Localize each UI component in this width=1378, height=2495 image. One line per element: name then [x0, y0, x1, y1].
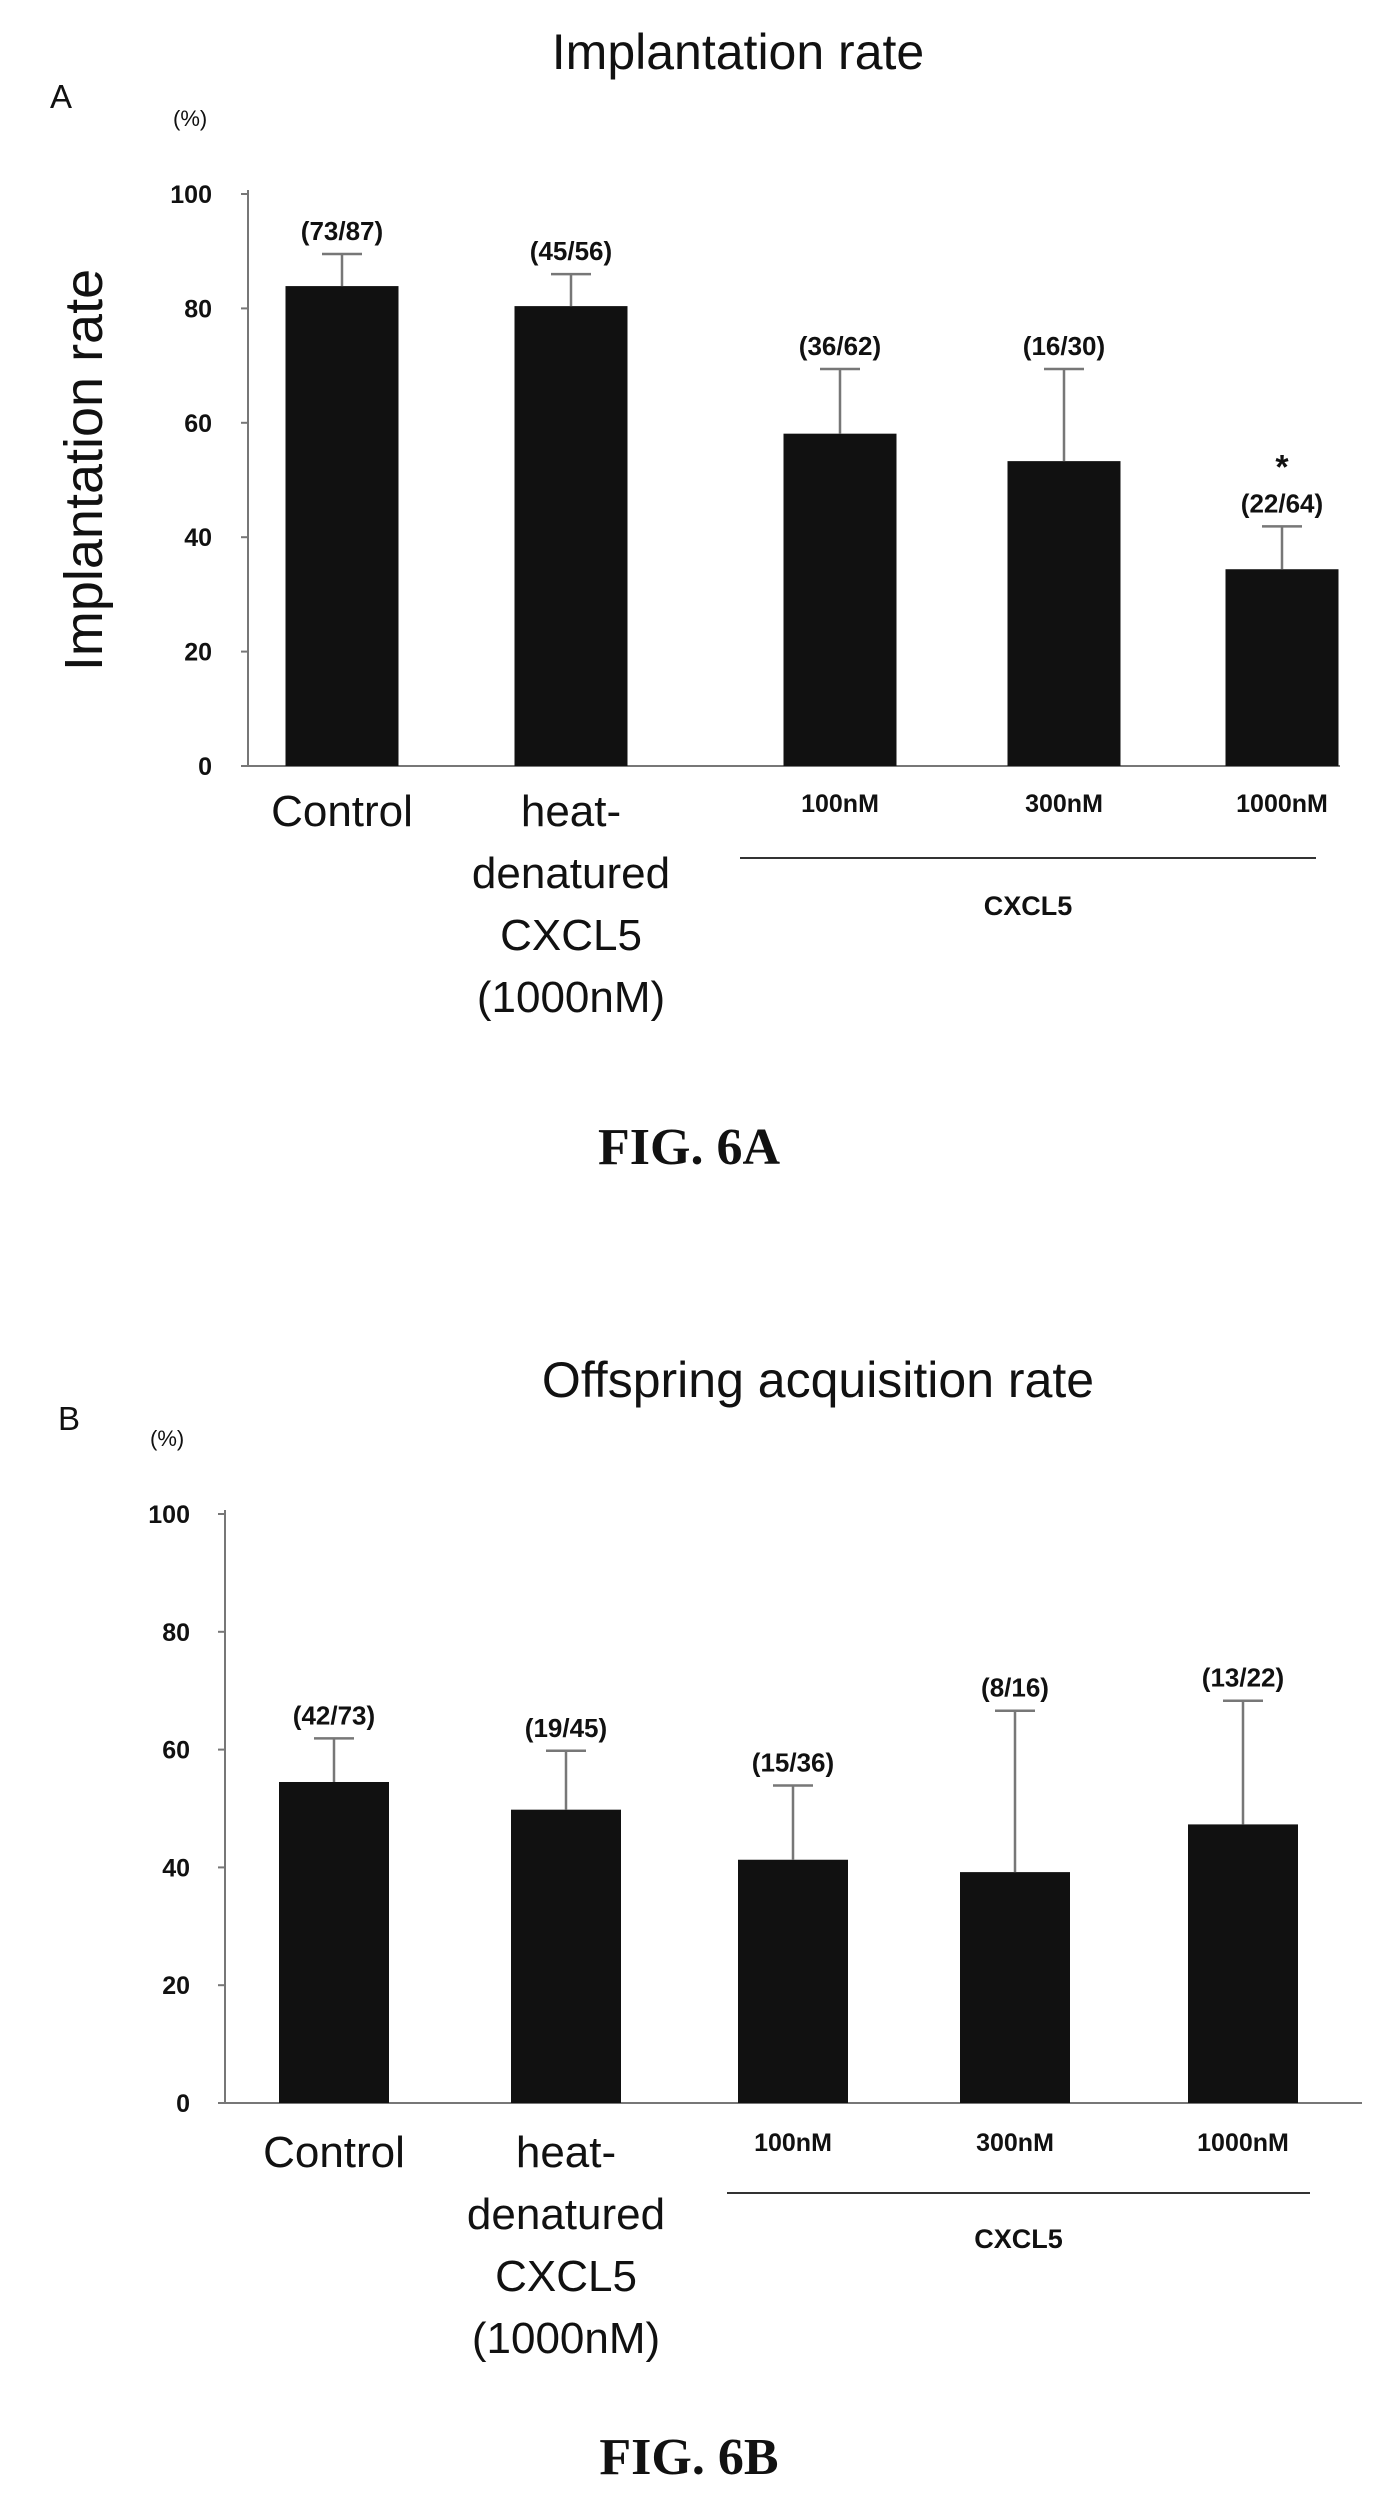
- chart-a-bar: [1225, 569, 1339, 766]
- chart-a-data-label: (45/56): [530, 236, 612, 266]
- chart-a-data-label: (16/30): [1023, 331, 1105, 361]
- chart-b-y-unit: (%): [150, 1426, 184, 1451]
- chart-b-group-label: CXCL5: [974, 2224, 1063, 2254]
- chart-b-category-label: 300nM: [976, 2129, 1054, 2157]
- chart-a-data-label: (36/62): [799, 331, 881, 361]
- chart-a-category-label: denatured: [472, 849, 670, 898]
- chart-a-category-label: (1000nM): [477, 973, 665, 1022]
- chart-a-category-label: CXCL5: [500, 911, 642, 960]
- chart-a-title: Implantation rate: [552, 24, 924, 80]
- chart-a-y-unit: (%): [173, 106, 207, 131]
- panel-a: Implantation rate A (%) Implantation rat…: [50, 24, 1340, 1176]
- chart-b-data-label: (42/73): [293, 1700, 375, 1730]
- chart-b-data-label: (13/22): [1202, 1663, 1284, 1693]
- chart-b-category-label: heat-: [516, 2128, 616, 2177]
- chart-b-y-tick-label: 40: [162, 1854, 190, 1882]
- chart-a-panel-label: A: [50, 78, 72, 115]
- chart-a-y-tick-label: 20: [184, 639, 212, 667]
- chart-a-group-label: CXCL5: [984, 891, 1073, 921]
- chart-a-significance-marker: *: [1275, 448, 1289, 486]
- chart-b-category-label: (1000nM): [472, 2314, 660, 2363]
- chart-a-y-tick-label: 60: [184, 410, 212, 438]
- chart-a-bar: [783, 433, 897, 766]
- chart-a-category-label: Control: [271, 787, 413, 836]
- chart-b-panel-label: B: [58, 1400, 80, 1437]
- chart-b-y-tick-label: 60: [162, 1737, 190, 1765]
- chart-a-y-tick-label: 80: [184, 295, 212, 323]
- chart-a-y-tick-label: 0: [198, 753, 212, 781]
- chart-b-data-label: (19/45): [525, 1713, 607, 1743]
- chart-a-category-label: 300nM: [1025, 790, 1103, 818]
- panel-b: Offspring acquisition rate B (%) 0 20 40 60…: [58, 1352, 1362, 2486]
- chart-b-y-tick-label: 100: [148, 1501, 190, 1529]
- chart-a-category-label: 1000nM: [1236, 790, 1328, 818]
- chart-b-y-tick-label: 0: [176, 2090, 190, 2118]
- chart-b-y-tick-label: 80: [162, 1619, 190, 1647]
- chart-b-category-label: denatured: [467, 2190, 665, 2239]
- chart-a-y-axis-title: Implantation rate: [54, 269, 114, 671]
- chart-b-data-label: (8/16): [981, 1673, 1049, 1703]
- chart-b-title: Offspring acquisition rate: [542, 1352, 1094, 1408]
- chart-b-y-tick-label: 20: [162, 1972, 190, 2000]
- chart-b-data-label: (15/36): [752, 1748, 834, 1778]
- chart-b-category-label: CXCL5: [495, 2252, 637, 2301]
- chart-a-data-label: (73/87): [301, 216, 383, 246]
- chart-b-bar: [511, 1809, 621, 2103]
- chart-b-category-label: 1000nM: [1197, 2129, 1289, 2157]
- figure-caption-b: FIG. 6B: [599, 2429, 778, 2486]
- chart-a-category-label: 100nM: [801, 790, 879, 818]
- chart-b-category-label: Control: [263, 2128, 405, 2177]
- chart-a-bar: [285, 286, 399, 766]
- chart-b-bar: [960, 1872, 1070, 2103]
- chart-a-bar: [1007, 461, 1121, 766]
- chart-b-bar: [279, 1781, 389, 2103]
- chart-a-y-tick-label: 40: [184, 524, 212, 552]
- chart-b-category-label: 100nM: [754, 2129, 832, 2157]
- figure-caption-a: FIG. 6A: [598, 1119, 780, 1176]
- chart-b-bar: [738, 1859, 848, 2103]
- chart-a-y-tick-label: 100: [170, 181, 212, 209]
- chart-a-plot-area: 0 20 40 60 80 100 (73/87) (45/56) (36/62) (16/30)…: [170, 181, 1340, 1022]
- chart-b-bar: [1188, 1824, 1298, 2103]
- chart-b-plot-area: 0 20 40 60 80 100 (42/73) (19/45) (15/36) (8/16) (…: [148, 1501, 1362, 2363]
- chart-a-data-label: (22/64): [1241, 488, 1323, 518]
- chart-a-bar: [514, 306, 628, 766]
- chart-a-category-label: heat-: [521, 787, 621, 836]
